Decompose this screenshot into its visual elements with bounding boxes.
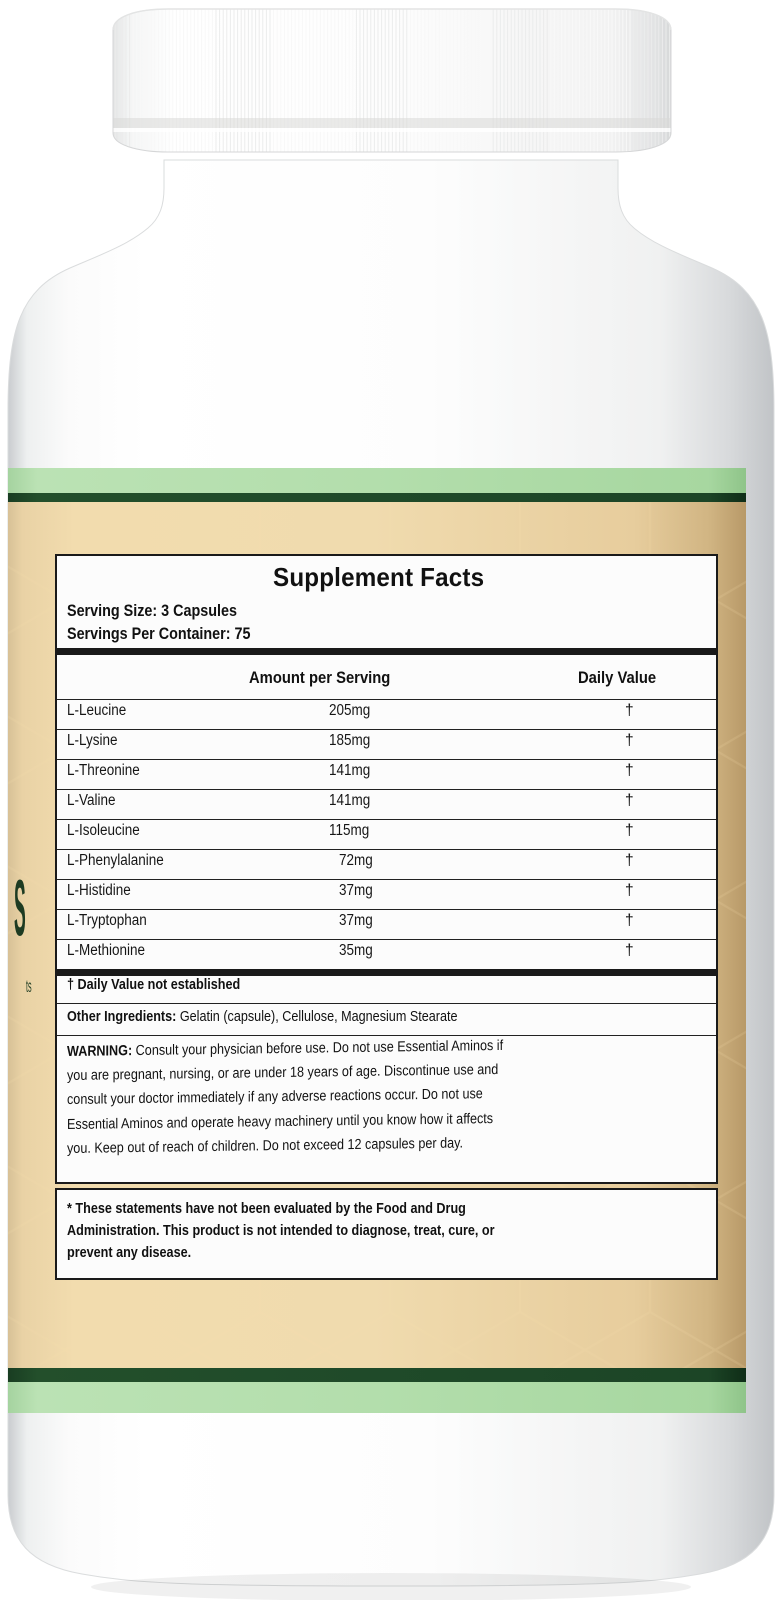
svg-text:ts: ts (26, 976, 32, 996)
svg-text:S: S (14, 865, 26, 953)
